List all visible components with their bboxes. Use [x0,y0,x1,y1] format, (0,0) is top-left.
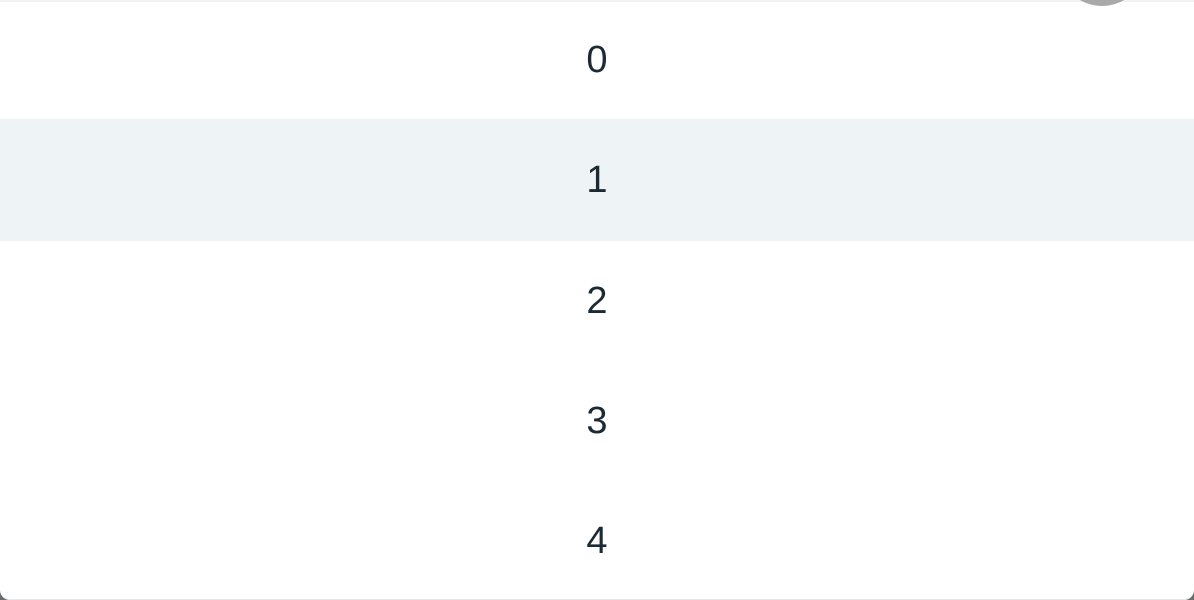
option-2[interactable]: 2 [586,279,608,322]
option-0[interactable]: 0 [586,39,608,81]
option-4[interactable]: 4 [586,519,608,562]
option-3[interactable]: 3 [586,399,608,442]
option-1[interactable]: 1 [0,119,1194,241]
avatar-icon [1058,0,1146,6]
dropdown-top-edge [0,0,1194,2]
